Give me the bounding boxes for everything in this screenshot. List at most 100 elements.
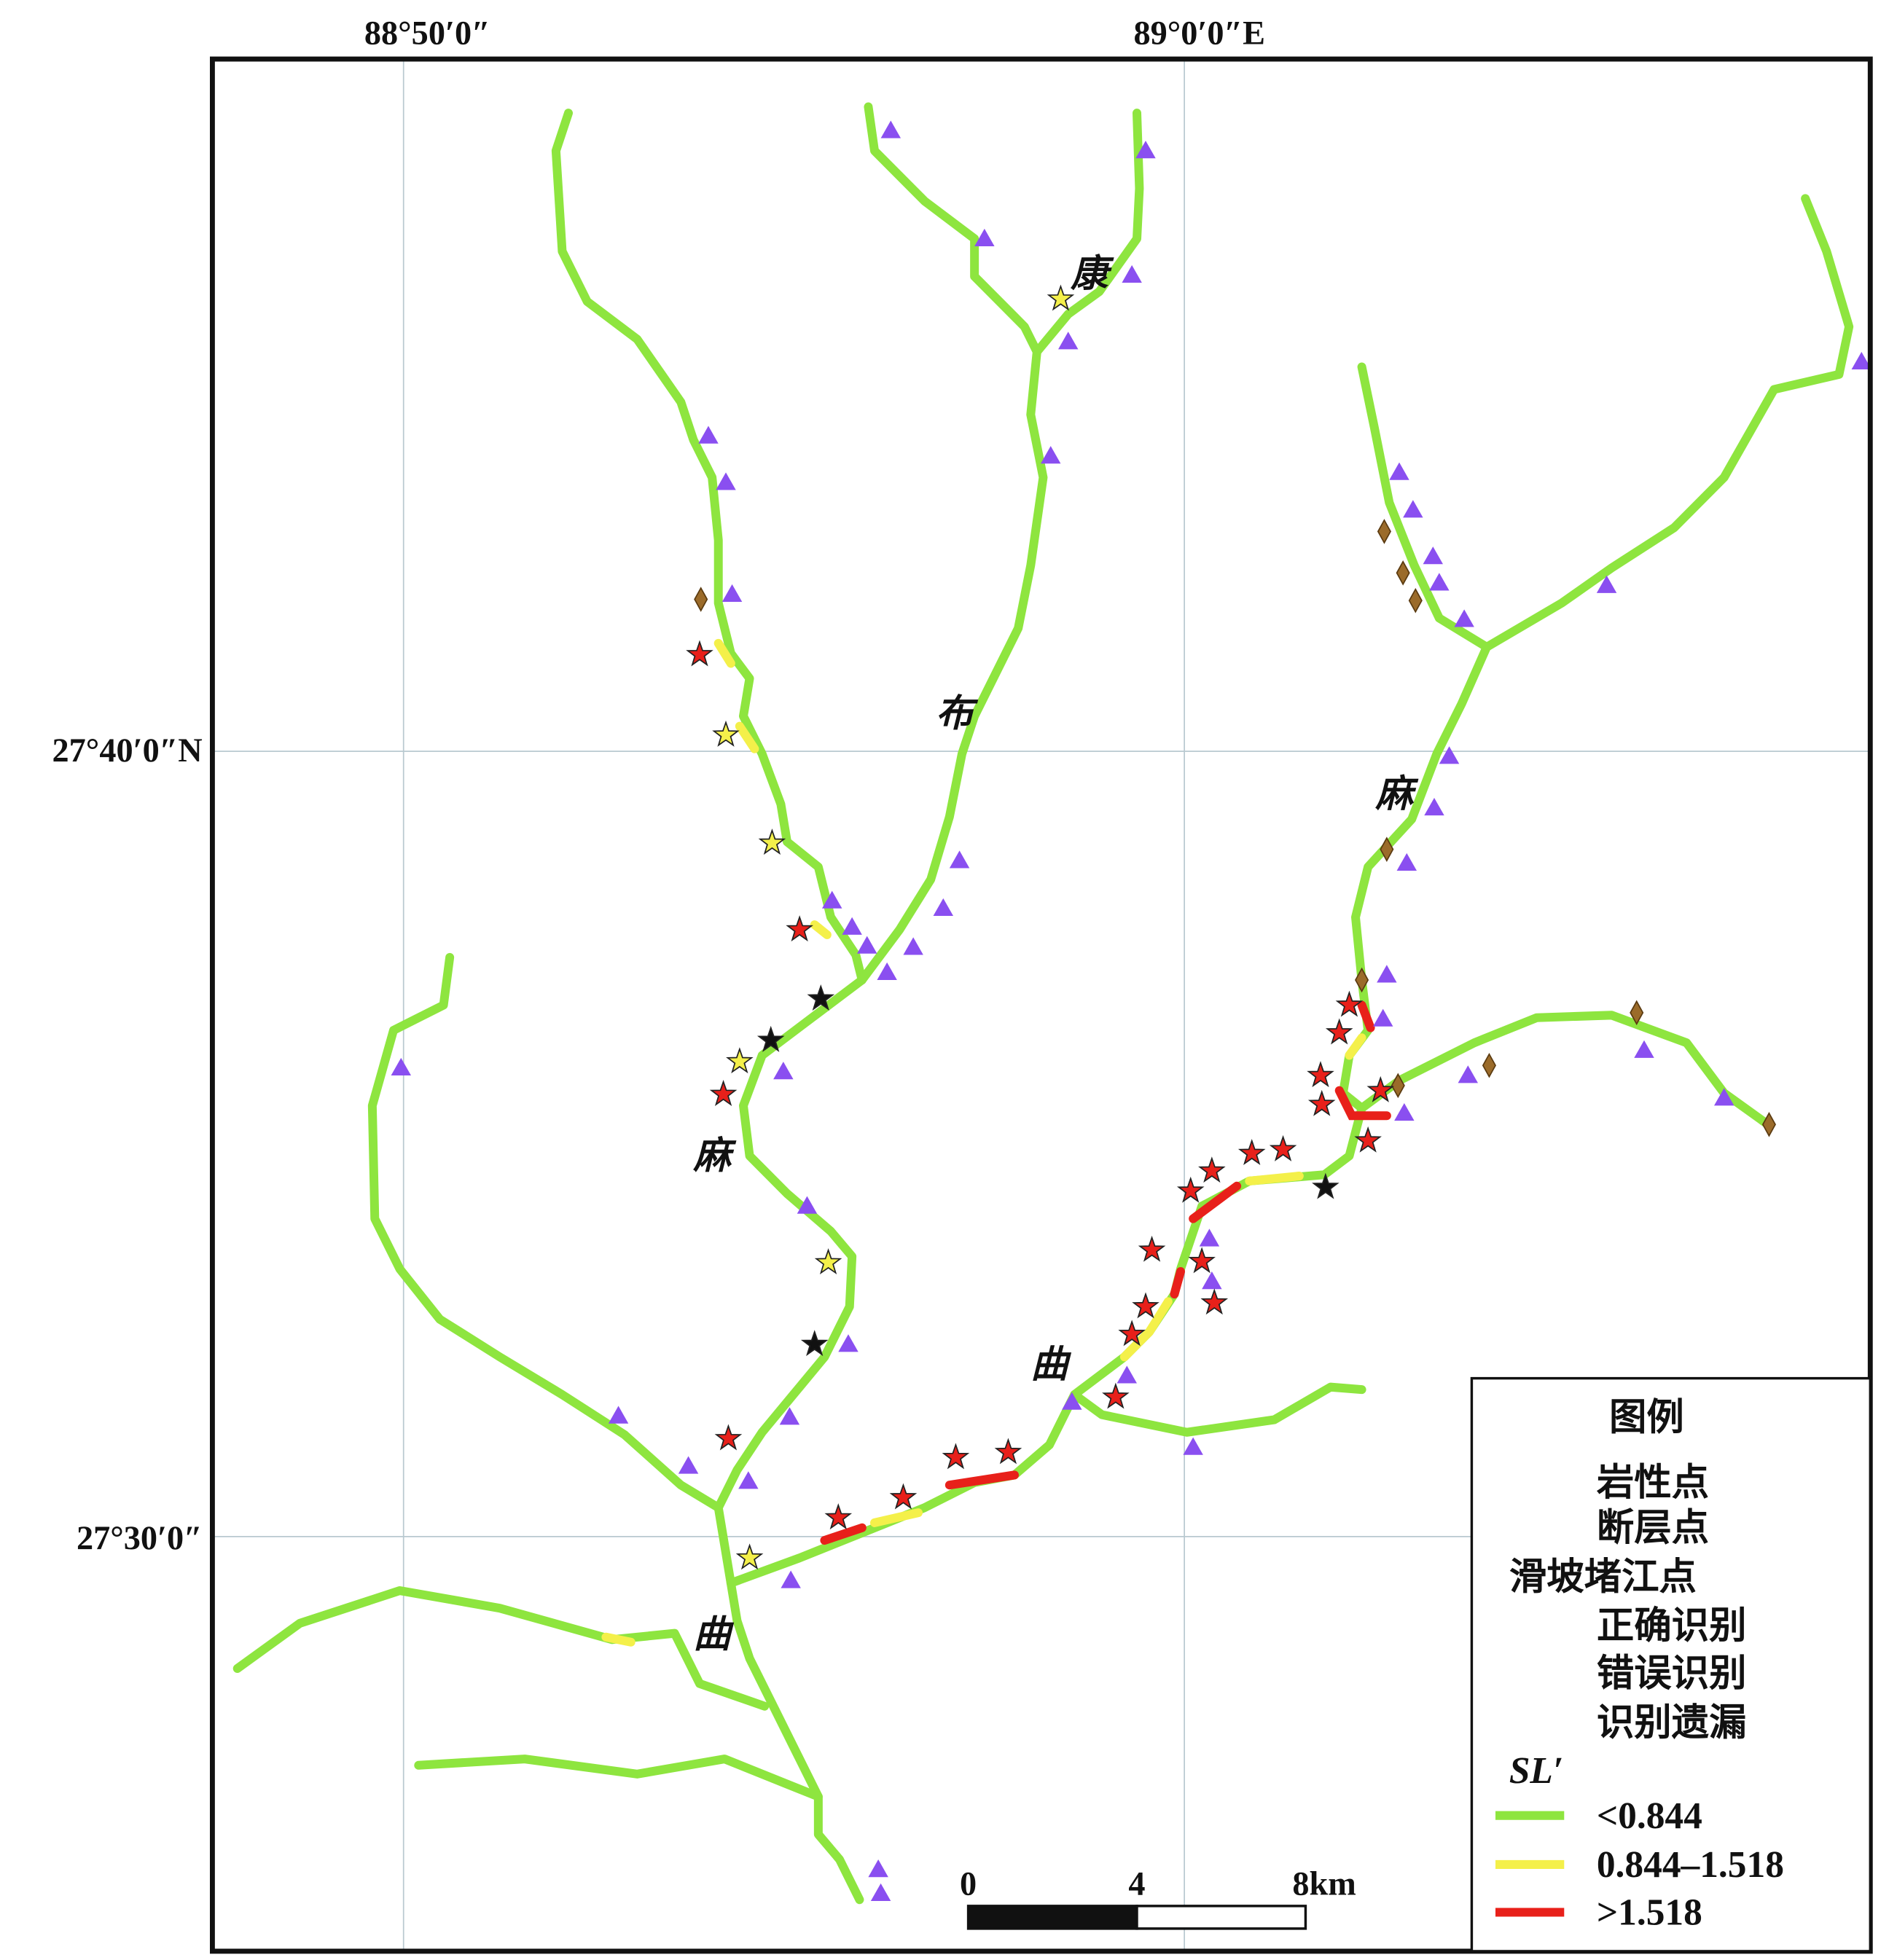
legend-label: 断层点 bbox=[1597, 1508, 1709, 1549]
sl-segment bbox=[944, 1470, 1019, 1490]
lithology-point bbox=[678, 1456, 699, 1474]
blockage-correct bbox=[824, 1503, 853, 1530]
scale-bar: 0 4 8km bbox=[960, 1865, 1356, 1930]
sl-segment bbox=[1245, 1171, 1304, 1185]
fault-point bbox=[1377, 519, 1391, 544]
sl-segment bbox=[1334, 1086, 1391, 1121]
blockage-correct bbox=[1269, 1134, 1297, 1161]
river bbox=[414, 1755, 823, 1801]
lithology-point bbox=[1714, 1088, 1734, 1106]
fault-point bbox=[1355, 967, 1369, 993]
legend-box bbox=[1470, 1376, 1872, 1953]
lithology-point bbox=[716, 472, 736, 490]
sl-segment bbox=[735, 721, 759, 753]
lithology-point bbox=[838, 1334, 859, 1352]
lithology-point bbox=[1423, 546, 1443, 565]
fault-point bbox=[1482, 1052, 1496, 1078]
blockage-false bbox=[726, 1047, 754, 1074]
sl-segment bbox=[1357, 1000, 1375, 1032]
lithology-point bbox=[1634, 1040, 1654, 1058]
lithology-point bbox=[1403, 500, 1423, 518]
blockage-missed bbox=[800, 1330, 829, 1357]
lithology-point bbox=[1454, 609, 1474, 627]
river bbox=[232, 1586, 770, 1711]
lithology-point bbox=[1183, 1437, 1203, 1455]
lithology-point bbox=[1373, 1008, 1393, 1027]
river-label: 麻 bbox=[1374, 774, 1419, 815]
lithology-point bbox=[1424, 797, 1444, 816]
blockage-correct bbox=[709, 1080, 738, 1106]
legend-label: 正确识别 bbox=[1597, 1605, 1747, 1647]
blockage-correct bbox=[994, 1438, 1022, 1465]
lithology-point bbox=[1851, 351, 1872, 369]
lithology-point bbox=[857, 936, 877, 954]
blockage-correct bbox=[1132, 1292, 1159, 1319]
lithology-point bbox=[1135, 141, 1156, 159]
scale-label: 8km bbox=[1292, 1865, 1356, 1902]
blockage-false bbox=[735, 1543, 764, 1570]
lithology-point bbox=[779, 1407, 800, 1425]
blockage-correct bbox=[1307, 1089, 1336, 1116]
scale-label: 0 bbox=[960, 1865, 977, 1902]
blockage-false bbox=[712, 720, 740, 747]
blockage-missed bbox=[807, 984, 835, 1011]
lithology-point bbox=[1116, 1365, 1137, 1384]
legend-label: 错误识别 bbox=[1597, 1653, 1747, 1695]
lithology-point bbox=[773, 1062, 794, 1080]
blockage-false bbox=[758, 828, 786, 855]
lithology-point bbox=[1396, 852, 1417, 871]
blockage-correct bbox=[1366, 1075, 1395, 1102]
lithology-point bbox=[1122, 264, 1142, 283]
river-label: 康 bbox=[1070, 254, 1114, 295]
river-label: 布 bbox=[936, 694, 979, 735]
lithology-point bbox=[880, 120, 901, 138]
longitude-label: 89°0′0″E bbox=[1133, 15, 1264, 52]
blockage-correct bbox=[1102, 1382, 1130, 1409]
blockage-correct bbox=[942, 1443, 970, 1470]
latitude-label: 27°40′0″N bbox=[52, 732, 203, 769]
lithology-point bbox=[933, 898, 953, 917]
lithology-point bbox=[1458, 1065, 1478, 1083]
lithology-point bbox=[1199, 1228, 1220, 1247]
fault-point bbox=[694, 587, 708, 612]
blockage-correct bbox=[1118, 1320, 1146, 1346]
blockage-correct bbox=[1335, 990, 1364, 1017]
sl-segment bbox=[1345, 1033, 1366, 1060]
lithology-point bbox=[903, 937, 923, 955]
river-label: 曲 bbox=[1030, 1344, 1072, 1386]
blockage-correct bbox=[786, 915, 813, 942]
blockage-correct bbox=[1138, 1235, 1166, 1262]
legend-subtitle: 滑坡堵江点 bbox=[1509, 1556, 1697, 1598]
lithology-point bbox=[698, 426, 719, 444]
blockage-correct bbox=[889, 1483, 918, 1510]
legend-label: 岩性点 bbox=[1597, 1462, 1709, 1504]
legend-label: 0.844–1.518 bbox=[1597, 1844, 1784, 1886]
river bbox=[1070, 1382, 1366, 1437]
sl-segment bbox=[1170, 1267, 1185, 1299]
scale-label: 4 bbox=[1128, 1865, 1145, 1902]
legend-title: 图例 bbox=[1609, 1397, 1684, 1438]
river bbox=[551, 109, 867, 985]
lithology-point bbox=[1041, 446, 1061, 464]
lithology-point bbox=[608, 1406, 629, 1424]
lithology-point bbox=[721, 584, 743, 602]
longitude-label: 88°50′0″ bbox=[364, 15, 490, 52]
blockage-false bbox=[1047, 284, 1075, 311]
sl-segment bbox=[713, 638, 735, 668]
lithology-point bbox=[1389, 462, 1409, 480]
river bbox=[857, 102, 1048, 985]
lithology-point bbox=[949, 850, 970, 869]
blockage-correct bbox=[1354, 1126, 1382, 1153]
latitude-label: 27°30′0″ bbox=[77, 1520, 203, 1557]
blockage-correct bbox=[1237, 1139, 1266, 1166]
river bbox=[713, 975, 867, 1905]
blockage-correct bbox=[714, 1424, 743, 1451]
scale-segment bbox=[966, 1905, 1138, 1930]
lithology-point bbox=[870, 1883, 891, 1901]
lithology-point bbox=[797, 1196, 818, 1214]
legend-subtitle: SL′ bbox=[1509, 1750, 1563, 1792]
blockage-correct bbox=[1176, 1176, 1205, 1203]
blockage-missed bbox=[756, 1025, 785, 1052]
lithology-point bbox=[1202, 1271, 1222, 1290]
lithology-point bbox=[1596, 575, 1617, 593]
